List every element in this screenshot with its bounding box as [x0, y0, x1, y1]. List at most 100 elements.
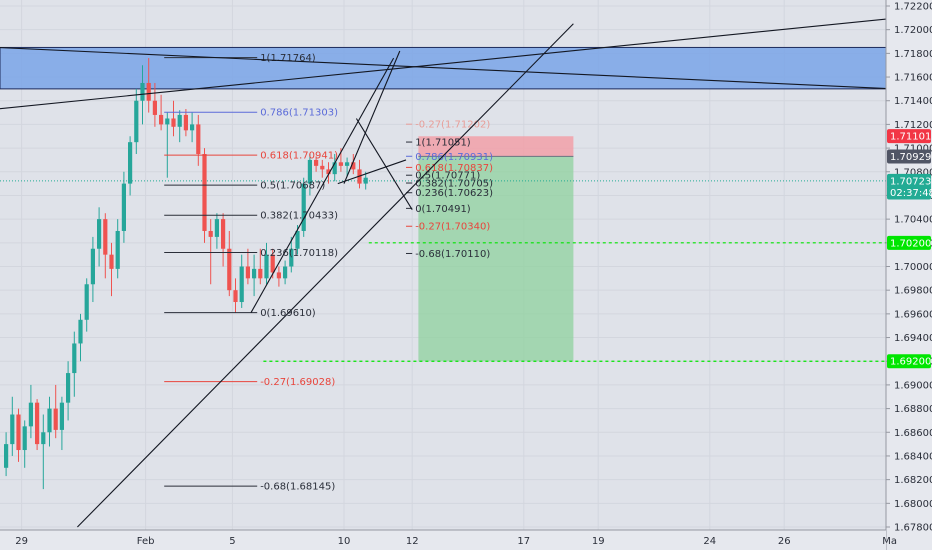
- price-label-tag[interactable]: 1.70723: [887, 173, 931, 188]
- price-label-box[interactable]: [887, 173, 931, 188]
- candle: [289, 236, 294, 273]
- candle: [301, 177, 306, 237]
- price-tick-label: 1.71000: [894, 144, 932, 155]
- candle: [332, 154, 337, 182]
- time-axis-background: [0, 530, 886, 550]
- fib-level-label: -0.68(1.68145): [260, 482, 335, 493]
- candle: [41, 414, 46, 490]
- candle: [90, 236, 95, 303]
- candle-body: [140, 82, 145, 101]
- candle: [22, 420, 27, 468]
- price-label-box[interactable]: [887, 149, 931, 164]
- price-label-box[interactable]: [887, 235, 931, 250]
- trend-line[interactable]: [250, 57, 395, 313]
- fib-level-label: -0.68(1.70110): [415, 249, 490, 260]
- horizontal-levels[interactable]: [0, 180, 886, 362]
- candle: [78, 313, 83, 362]
- price-tick-label: 1.70400: [894, 215, 932, 226]
- candle: [165, 112, 170, 178]
- candle: [128, 136, 133, 196]
- candle: [152, 82, 157, 127]
- trend-line[interactable]: [337, 159, 407, 185]
- price-label-box[interactable]: [887, 129, 931, 144]
- candle: [134, 88, 139, 155]
- price-tick-label: 1.68000: [894, 499, 932, 510]
- price-label-text: 1.70929: [890, 152, 931, 163]
- price-label-tag[interactable]: 1.71101: [887, 129, 931, 144]
- trend-lines[interactable]: [0, 13, 932, 528]
- trend-line[interactable]: [0, 13, 932, 110]
- candle: [115, 219, 120, 279]
- candle: [233, 278, 238, 313]
- candle-body: [320, 165, 325, 170]
- candle-body: [214, 219, 219, 237]
- trend-line[interactable]: [343, 50, 401, 184]
- price-label-tag[interactable]: 1.69200: [887, 354, 931, 369]
- candle-body: [59, 402, 64, 430]
- price-label-tag[interactable]: 02:37:48: [887, 185, 932, 200]
- price-label-box[interactable]: [887, 354, 931, 369]
- price-label-text: 1.70723: [890, 176, 931, 187]
- price-label-box[interactable]: [887, 185, 931, 200]
- price-label-text: 1.70200: [890, 238, 931, 249]
- candle-body: [78, 319, 83, 344]
- time-tick-label: 12: [406, 536, 419, 547]
- time-axis[interactable]: 29 Feb 5 10 12 17 19 24 26 Ma: [0, 529, 897, 550]
- fib-level-label: 0.5(1.70771): [415, 171, 480, 182]
- candle-body: [177, 114, 182, 127]
- candle-body: [146, 82, 151, 101]
- candle: [245, 248, 250, 285]
- fibonacci-drawings[interactable]: 1(1.71764) 0.786(1.71303) 0.618(1.70941) 0.…: [164, 53, 493, 493]
- price-tick-label: 1.69600: [894, 309, 932, 320]
- price-axis[interactable]: 1.72200 1.72000 1.71800 1.71600 1.71400 1.712…: [885, 0, 932, 550]
- candle: [10, 396, 15, 456]
- trend-line[interactable]: [77, 23, 574, 528]
- candle-body: [121, 183, 126, 231]
- candle: [196, 114, 201, 166]
- candle: [97, 207, 102, 267]
- candle: [345, 157, 350, 177]
- candle-body: [351, 162, 356, 170]
- fib-level-label: -0.27(1.69028): [260, 377, 335, 388]
- candle-body: [115, 230, 120, 269]
- candle-body: [84, 284, 89, 320]
- fib-level-label: 0.618(1.70941): [260, 151, 338, 162]
- candle-body: [90, 248, 95, 285]
- fib-retracement[interactable]: 1(1.71764) 0.786(1.71303) 0.618(1.70941) 0.…: [164, 53, 338, 493]
- candle-body: [245, 266, 250, 279]
- time-tick-label: 29: [15, 536, 28, 547]
- fib-level-label: 0.382(1.70705): [415, 179, 493, 190]
- candle: [121, 171, 126, 243]
- take-profit-area[interactable]: [418, 156, 574, 362]
- candle-body: [307, 159, 312, 184]
- candle-body: [159, 114, 164, 125]
- fib-level-label: 0.786(1.70931): [415, 152, 493, 163]
- time-tick-label: Ma: [882, 536, 897, 547]
- candle-body: [295, 230, 300, 249]
- fib-level-label: -0.27(1.70340): [415, 222, 490, 233]
- candle: [109, 242, 114, 297]
- short-position-tool[interactable]: [418, 136, 574, 362]
- price-tick-label: 1.69800: [894, 286, 932, 297]
- price-axis-background: [886, 0, 932, 550]
- price-label-tag[interactable]: 1.70200: [887, 235, 931, 250]
- price-label-tag[interactable]: 1.70929: [887, 149, 931, 164]
- fib-level-label: 0.618(1.70837): [415, 163, 493, 174]
- price-tick-label: 1.70000: [894, 262, 932, 273]
- candle: [264, 242, 269, 285]
- fib-level-label: 0.236(1.70623): [415, 188, 493, 199]
- candle-body: [338, 162, 343, 166]
- trend-line[interactable]: [355, 118, 413, 210]
- candle-body: [202, 154, 207, 231]
- candle-body: [221, 219, 226, 249]
- candle-body: [134, 100, 139, 143]
- candle: [35, 399, 40, 451]
- fib-level-label: -0.27(1.71202): [415, 120, 490, 131]
- price-tick-label: 1.68400: [894, 451, 932, 462]
- price-tick-label: 1.72200: [894, 2, 932, 13]
- fib-level-label: 0(1.70491): [415, 204, 471, 215]
- candle: [326, 162, 331, 184]
- candle-body: [326, 169, 331, 175]
- trend-line[interactable]: [0, 47, 932, 92]
